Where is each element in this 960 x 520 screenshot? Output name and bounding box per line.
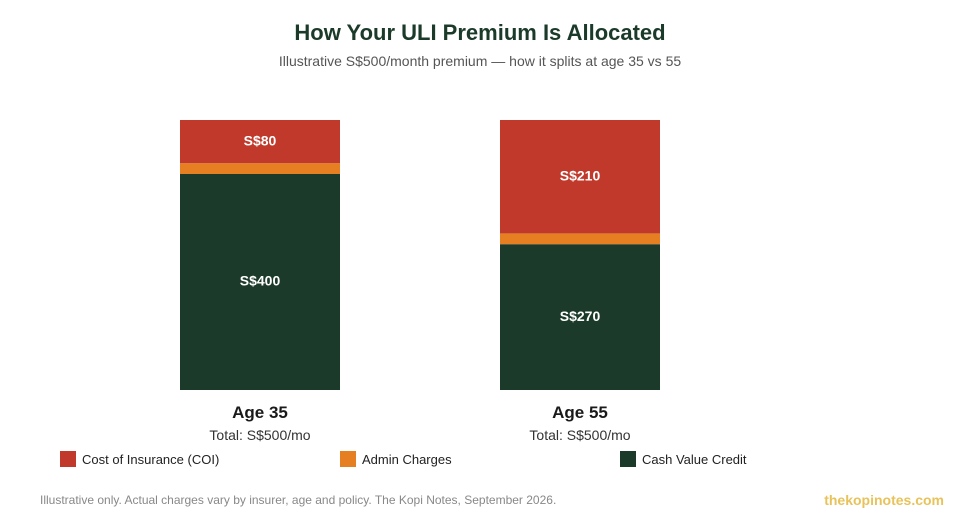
stacked-bar-chart: S$400 S$80 Age 35 Total: S$500/mo S$270 S$210…: [180, 120, 660, 443]
bar-segment-cash-value-credit-age-35: [180, 174, 340, 390]
footer-brand-link[interactable]: thekopinotes.com: [824, 492, 944, 508]
legend-label-coi: Cost of Insurance (COI): [82, 451, 220, 467]
bar-data-label: S$270: [560, 308, 601, 324]
bar-data-label: S$400: [240, 273, 281, 289]
bar-segment-cash-value-credit-age-55: [500, 244, 660, 390]
chart-subtitle: Illustrative S$500/month premium — how i…: [278, 53, 682, 69]
bar-segment-admin-charges-age-35: [180, 163, 340, 174]
legend-item-cash-value: Cash Value Credit: [620, 450, 747, 468]
chart-title: How Your ULI Premium Is Allocated: [294, 20, 666, 45]
legend-label-admin: Admin Charges: [362, 451, 452, 467]
legend-label-cash-value: Cash Value Credit: [642, 451, 747, 467]
bar-data-label: S$210: [560, 167, 601, 183]
legend-item-coi: Cost of Insurance (COI): [60, 450, 219, 468]
category-label: Age 55: [552, 403, 608, 422]
legend-swatch-cash-value: [620, 451, 636, 467]
bar-segment-admin-charges-age-55: [500, 233, 660, 245]
bar-segment-cost-of-insurance-coi-age-55: [500, 120, 660, 234]
category-label: Age 35: [232, 403, 288, 422]
legend-swatch-coi: [60, 451, 76, 467]
legend-swatch-admin: [340, 451, 356, 467]
bar-data-label: S$80: [244, 132, 277, 148]
bar-segment-cost-of-insurance-coi-age-35: [180, 120, 340, 164]
footer-disclaimer: Illustrative only. Actual charges vary b…: [40, 493, 557, 507]
category-total-label: Total: S$500/mo: [529, 427, 630, 443]
legend-item-admin: Admin Charges: [340, 450, 452, 468]
category-total-label: Total: S$500/mo: [209, 427, 310, 443]
